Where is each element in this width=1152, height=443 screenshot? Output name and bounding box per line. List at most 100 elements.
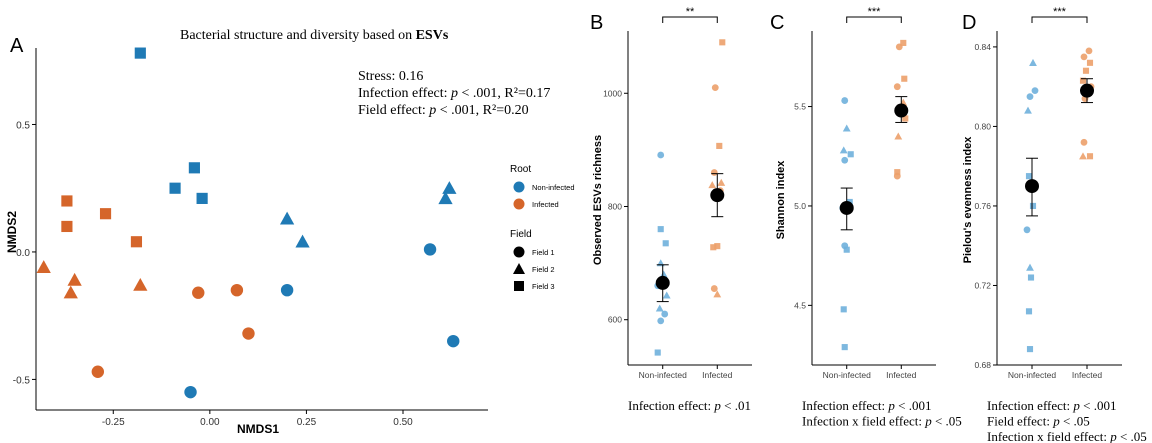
panel-d-point <box>1025 308 1033 315</box>
panel-b-x-tick-label: Non-infected <box>639 370 687 380</box>
panel-a-x-tick-label: 0.00 <box>200 417 220 428</box>
panel-b-point <box>659 270 668 278</box>
panel-b-point <box>662 291 671 299</box>
nmds-point <box>91 365 105 378</box>
panel-b-point <box>708 181 717 189</box>
panel-d-point <box>1080 53 1088 61</box>
panel-c-point <box>841 156 849 164</box>
panel-b-point <box>710 244 717 251</box>
panel-d-point <box>1086 153 1094 160</box>
nmds-point <box>280 283 294 297</box>
panel-c-point <box>893 83 901 91</box>
panel-b-mean-marker <box>655 275 670 290</box>
nmds-point <box>99 208 112 220</box>
panel-d-y-tick-label: 0.84 <box>974 42 991 52</box>
panel-d-mean-marker <box>1080 83 1094 98</box>
panel-d-point <box>1027 274 1035 281</box>
panel-d-y-tick-label: 0.72 <box>974 280 991 290</box>
panel-b-point <box>655 304 664 312</box>
panel-a-y-tick-label: 0.5 <box>16 120 30 131</box>
panel-b-significance-bracket <box>662 16 718 23</box>
nmds-point <box>442 181 457 194</box>
panel-c-point <box>840 306 847 313</box>
panel-d-point <box>1031 87 1039 95</box>
legend-swatch-infected <box>513 198 525 210</box>
panel-b-point <box>662 240 669 247</box>
panel-c-y-tick-label: 4.5 <box>794 300 806 310</box>
panel-d-point <box>1029 202 1037 210</box>
panel-b-significance-stars: ** <box>686 6 695 18</box>
nmds-point <box>61 220 73 233</box>
panel-a-x-tick-label: -0.25 <box>102 417 125 428</box>
legend-shape-square <box>514 281 524 291</box>
panel-c-point <box>841 97 849 104</box>
nmds-point <box>295 234 310 248</box>
panel-a-y-tick-label: 0.0 <box>16 248 30 259</box>
panel-a-x-tick-label: 0.25 <box>297 417 317 428</box>
panel-c-point <box>839 146 848 154</box>
panel-b-point <box>654 349 661 356</box>
legend-item-infected: Infected <box>532 200 559 209</box>
panel-c-mean-marker <box>839 200 854 215</box>
legend-item-noninfected: Non-infected <box>532 183 575 192</box>
nmds-point <box>36 260 51 273</box>
legend-field-title: Field <box>510 229 532 240</box>
panel-c-significance-stars: *** <box>868 6 882 18</box>
x-axis-label: NMDS1 <box>237 422 279 436</box>
nmds-point <box>67 272 82 286</box>
panel-c-point <box>894 169 901 176</box>
panel-d-footer-line: Field effect: p < .05 <box>987 414 1090 429</box>
panel-c-significance-bracket <box>846 16 902 23</box>
nmds-point <box>130 236 143 248</box>
panel-b-point <box>719 39 726 46</box>
panel-c-y-tick-label: 5.5 <box>794 102 806 112</box>
panel-d-point <box>1026 93 1034 101</box>
panel-d-ylabel: Pielou's evenness index <box>962 136 974 264</box>
panel-d-y-tick-label: 0.80 <box>974 121 991 131</box>
panel-c-point <box>893 172 901 180</box>
panel-a-title: Bacterial structure and diversity based … <box>180 28 449 43</box>
nmds-point <box>242 327 255 340</box>
panel-b-x-tick-label: Infected <box>702 370 733 380</box>
panel-d-significance-bracket <box>1031 16 1088 23</box>
legend-shape-circle <box>513 246 525 258</box>
panel-a-x-tick-label: 0.50 <box>393 417 413 428</box>
panel-d-footer-line: Infection x field effect: p < .05 <box>987 429 1147 443</box>
nmds-point <box>279 211 295 225</box>
panel-d-x-tick-label: Infected <box>1072 370 1103 380</box>
nmds-point <box>133 277 148 291</box>
panel-d-point <box>1023 226 1031 234</box>
panel-b-y-tick-label: 600 <box>608 315 622 325</box>
panel-label-d: D <box>962 12 976 34</box>
panel-label-c: C <box>770 12 784 34</box>
panel-b-point <box>714 243 721 250</box>
plot-layer: -0.25 0.00 0.25 0.50 -0.5 0.0 0.5 600 800 1000 Non… <box>13 6 1147 443</box>
nmds-point <box>169 182 181 194</box>
panel-b-point <box>657 226 664 233</box>
panel-d-point <box>1085 47 1093 55</box>
panel-b-point <box>710 169 718 176</box>
panel-b-point <box>657 151 665 159</box>
panel-c-footer-line: Infection effect: p < .001 <box>802 398 931 413</box>
nmds-point <box>61 195 73 207</box>
panel-b-point <box>711 84 719 92</box>
panel-d-y-tick-label: 0.68 <box>974 360 991 370</box>
nmds-point <box>423 243 437 256</box>
legend-swatch-noninfected <box>513 181 525 193</box>
panel-c-point <box>842 124 851 132</box>
nmds-point <box>196 192 208 204</box>
nmds-point <box>192 286 205 299</box>
panel-c-point <box>843 246 850 253</box>
legend-root-title: Root <box>510 164 531 175</box>
legend-item-field1: Field 1 <box>532 248 555 257</box>
panel-c-point <box>901 75 908 82</box>
legend-shape-triangle <box>513 263 525 274</box>
panel-c-mean-marker <box>894 103 909 118</box>
panel-c-point <box>900 39 907 46</box>
panel-d-point <box>1024 106 1032 114</box>
panel-d-point <box>1079 77 1087 84</box>
panel-b-mean-marker <box>710 188 725 203</box>
panel-d-mean-marker <box>1025 179 1039 194</box>
panel-b-point <box>716 142 723 149</box>
